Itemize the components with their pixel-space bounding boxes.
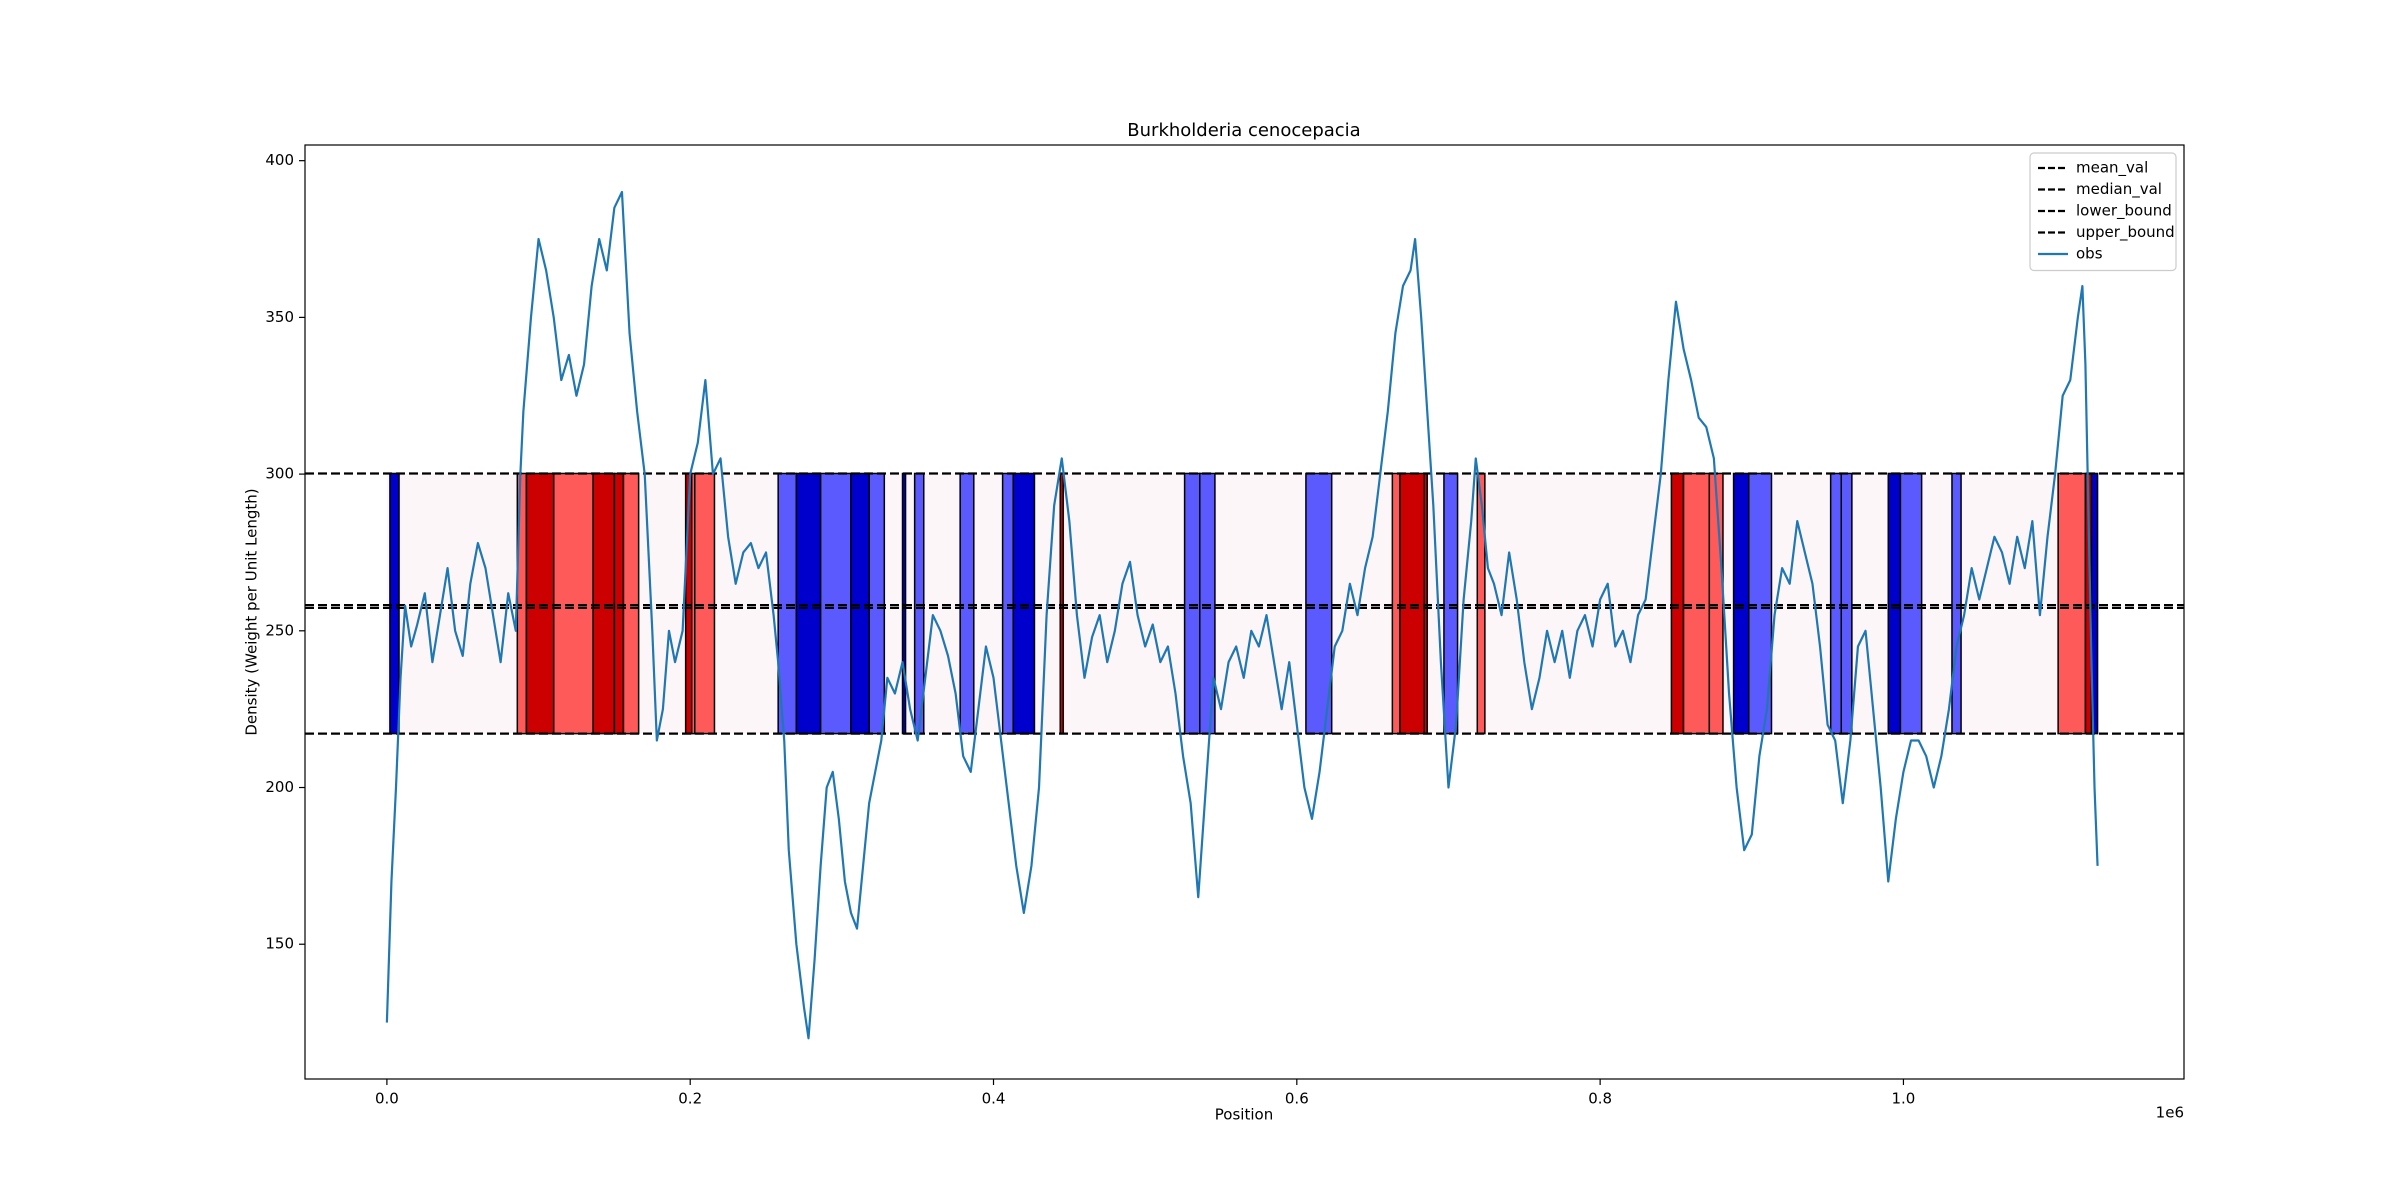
y-tick-label: 250 xyxy=(265,621,294,639)
region xyxy=(552,472,594,735)
region xyxy=(1391,472,1401,735)
region xyxy=(819,472,852,735)
legend-label: mean_val xyxy=(2076,159,2148,178)
y-tick-label: 150 xyxy=(265,935,294,953)
legend: mean_val median_val lower_bound upper_bound… xyxy=(2029,152,2177,272)
axes-frame xyxy=(304,144,2185,1080)
x-tick-label: 0.4 xyxy=(982,1090,1006,1108)
region xyxy=(1012,472,1036,735)
x-tick-label: 0.6 xyxy=(1285,1090,1309,1108)
region xyxy=(1399,472,1425,735)
x-tick-label: 0.8 xyxy=(1588,1090,1612,1108)
region xyxy=(1708,472,1724,735)
region xyxy=(1305,472,1333,735)
bound-band xyxy=(386,473,2098,734)
region xyxy=(592,472,616,735)
legend-label: median_val xyxy=(2076,180,2162,199)
region xyxy=(901,472,907,735)
region xyxy=(1670,472,1685,735)
region xyxy=(2057,472,2087,735)
region xyxy=(1887,472,1902,735)
region xyxy=(525,472,555,735)
region xyxy=(1423,472,1428,735)
region xyxy=(1748,472,1773,735)
region xyxy=(1829,472,1843,735)
region xyxy=(959,472,975,735)
y-tick-label: 300 xyxy=(265,465,294,483)
region xyxy=(1059,472,1065,735)
y-tick-label: 200 xyxy=(265,778,294,796)
obs-line xyxy=(385,190,2099,1040)
region xyxy=(613,472,625,735)
region xyxy=(795,472,822,735)
region xyxy=(622,472,640,735)
x-offset-label: 1e6 xyxy=(2156,1104,2184,1122)
y-axis-label: Density (Weight per Unit Length) xyxy=(243,488,261,735)
region xyxy=(694,472,716,735)
region xyxy=(1732,472,1750,735)
region xyxy=(1476,472,1486,735)
legend-label: lower_bound xyxy=(2076,202,2172,221)
region xyxy=(1840,472,1853,735)
region xyxy=(868,472,886,735)
plot-area xyxy=(305,190,2184,1040)
region xyxy=(1001,472,1014,735)
x-axis-label: Position xyxy=(1215,1106,1273,1124)
y-tick-label: 350 xyxy=(265,308,294,326)
x-tick-label: 0.2 xyxy=(678,1090,702,1108)
chart-title: Burkholderia cenocepacia xyxy=(1127,120,1360,141)
region xyxy=(389,472,400,735)
region xyxy=(850,472,870,735)
region xyxy=(1951,472,1962,735)
region xyxy=(1682,472,1711,735)
axes: 150 200 250 300 350 400 0.0 0.2 0.4 0.6 0.8 1.0 xyxy=(265,151,1915,1107)
legend-label: obs xyxy=(2076,245,2103,263)
region xyxy=(1443,472,1459,735)
region xyxy=(1899,472,1923,735)
x-tick-label: 1.0 xyxy=(1892,1090,1916,1108)
x-tick-label: 0.0 xyxy=(375,1090,399,1108)
region xyxy=(1183,472,1201,735)
y-tick-label: 400 xyxy=(265,151,294,169)
legend-label: upper_bound xyxy=(2076,223,2175,242)
legend-box xyxy=(2029,152,2177,272)
